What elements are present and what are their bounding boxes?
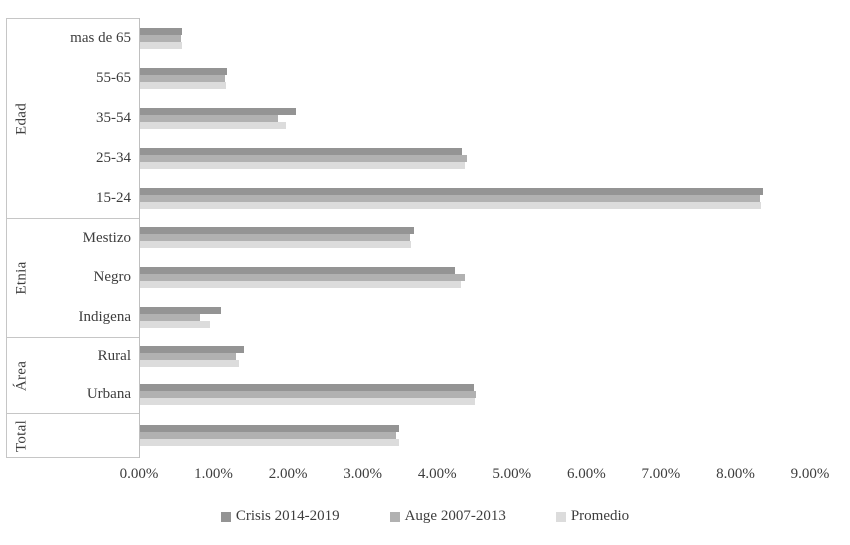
bar-row [140,18,811,58]
bar-crisis-2014-2019 [140,425,400,432]
legend-swatch-icon [389,511,400,522]
category-label: 15-24 [96,189,131,206]
category-label-column: mas de 65 55-65 35-54 25-34 15-24 [37,19,140,218]
group-label: Edad [13,102,30,135]
bar-promedio [140,81,227,89]
bar-auge-2007-2013 [140,74,225,82]
legend-label: Promedio [570,508,630,524]
bar-row [140,98,811,138]
category-label: 25-34 [96,149,131,166]
bar-row [140,178,811,218]
bar-group [140,413,811,458]
x-axis-tick-label: 9.00% [790,466,830,482]
bar-group [140,218,811,337]
bar-crisis-2014-2019 [140,187,763,195]
legend: Crisis 2014-2019 Auge 2007-2013 Promedio [0,508,850,525]
bar-promedio [140,121,287,129]
category-label: Urbana [86,385,131,402]
category-label-column: Mestizo Negro Indigena [37,219,140,337]
bar-row [140,218,811,258]
category-axis-labels: Edad mas de 65 55-65 35-54 25-34 15-24 Etnia Me… [6,18,140,458]
bar-row [140,413,811,458]
legend-item: Auge 2007-2013 [389,508,506,525]
bar-promedio [140,397,475,405]
group-label: Etnia [13,261,30,295]
category-label: Negro [93,269,132,286]
x-axis-tick-label: 1.00% [194,466,233,482]
bar-promedio [140,201,762,209]
category-label: Indigena [78,308,131,325]
x-axis-tick-label: 3.00% [343,466,383,482]
bar-promedio [140,241,412,249]
bar-auge-2007-2013 [140,390,476,398]
bar-crisis-2014-2019 [140,306,222,314]
bar-auge-2007-2013 [140,234,410,242]
x-axis-tick-label: 7.00% [641,466,681,482]
bar-auge-2007-2013 [140,114,278,122]
bar-crisis-2014-2019 [140,266,456,274]
x-axis-tick-label: 0.00% [119,466,159,482]
bar-auge-2007-2013 [140,352,237,360]
x-axis-tick-labels: 0.00% 1.00% 2.00% 3.00% 4.00% 5.00% 6.00% 7.00%… [120,466,830,486]
category-label: Rural [97,348,131,365]
bar-crisis-2014-2019 [140,67,228,75]
legend-label: Crisis 2014-2019 [235,508,340,524]
bar-crisis-2014-2019 [140,27,183,35]
group-band-2: Área Rural Urbana [7,337,140,413]
bar-promedio [140,320,211,328]
bar-auge-2007-2013 [140,432,397,439]
x-axis-tick-label: 4.00% [417,466,457,482]
bar-crisis-2014-2019 [140,345,244,353]
legend-swatch-icon [220,511,231,522]
bar-row [140,297,811,337]
category-label-column: Rural Urbana [37,338,140,413]
legend-label: Auge 2007-2013 [404,508,506,524]
bar-row [140,58,811,98]
legend-swatch-icon [555,511,566,522]
bar-row [140,375,811,413]
bar-auge-2007-2013 [140,154,467,162]
bar-group [140,337,811,413]
bar-auge-2007-2013 [140,273,466,281]
category-label: mas de 65 [70,30,131,47]
bar-promedio [140,359,240,367]
bar-promedio [140,439,399,446]
x-axis-tick-label: 5.00% [492,466,532,482]
bar-crisis-2014-2019 [140,147,463,155]
x-axis-tick-label: 2.00% [268,466,308,482]
category-label: Mestizo [82,230,131,247]
category-label: 55-65 [96,70,131,87]
bar-row [140,138,811,178]
x-axis-tick-label: 6.00% [566,466,606,482]
bar-group [140,18,811,218]
bar-crisis-2014-2019 [140,227,414,235]
bar-row [140,337,811,375]
bar-promedio [140,41,182,49]
bar-auge-2007-2013 [140,313,200,321]
category-label: 35-54 [96,109,131,126]
x-axis-tick-label: 8.00% [716,466,755,482]
bar-promedio [140,280,461,288]
plot-area [139,18,811,458]
bar-auge-2007-2013 [140,34,181,42]
bar-crisis-2014-2019 [140,107,296,115]
group-label: Área [13,360,30,391]
group-band-3: Total [7,413,140,458]
bar-promedio [140,161,466,169]
bar-auge-2007-2013 [140,194,760,202]
category-label-column [37,414,140,457]
bar-crisis-2014-2019 [140,383,474,391]
bar-row [140,258,811,298]
legend-item: Crisis 2014-2019 [220,508,340,525]
group-band-1: Etnia Mestizo Negro Indigena [7,218,140,337]
category-label [37,414,140,457]
group-label: Total [13,419,30,452]
legend-item: Promedio [555,508,630,525]
group-band-0: Edad mas de 65 55-65 35-54 25-34 15-24 [7,18,140,218]
